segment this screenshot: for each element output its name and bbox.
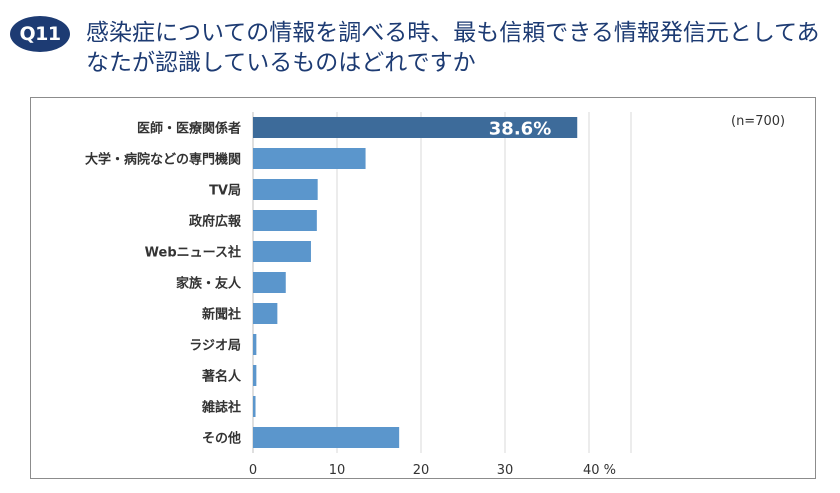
- bar-9: [253, 396, 256, 417]
- bar-8: [253, 365, 257, 386]
- question-title: 感染症についての情報を調べる時、最も信頼できる情報発信元としてあなたが認識してい…: [86, 20, 820, 76]
- bar-4: [253, 241, 311, 262]
- x-tick-label-0: 0: [249, 463, 257, 478]
- category-label-2: TV局: [209, 184, 241, 199]
- category-label-4: Webニュース社: [145, 245, 241, 261]
- x-tick-label-40: 40 %: [583, 463, 616, 478]
- category-label-5: 家族・友人: [176, 276, 242, 292]
- x-tick-label-30: 30: [497, 463, 514, 478]
- x-tick-label-20: 20: [413, 463, 430, 478]
- question-number-badge: Q11: [10, 16, 70, 52]
- bar-10: [253, 427, 400, 448]
- bar-6: [253, 303, 278, 324]
- bar-7: [253, 334, 257, 355]
- chart-frame: (n=700) 医師・医療関係者 38.6% 大学・病院などの専門機関 TV局政府広報…: [30, 97, 816, 479]
- bar-0: [253, 117, 578, 138]
- bar-5: [253, 272, 286, 293]
- x-tick-label-10: 10: [329, 463, 346, 478]
- bar-1: [253, 148, 366, 169]
- category-label-0: 医師・医療関係者: [137, 121, 241, 137]
- category-label-7: ラジオ局: [189, 339, 241, 354]
- category-label-9: 雑誌社: [201, 400, 241, 416]
- bar-3: [253, 210, 317, 231]
- bar-2: [253, 179, 318, 200]
- category-label-3: 政府広報: [189, 214, 242, 230]
- category-label-10: その他: [202, 431, 241, 447]
- category-label-8: 著名人: [201, 369, 242, 385]
- sample-size-note: (n=700): [731, 114, 786, 129]
- data-label-0: 38.6%: [489, 119, 551, 140]
- category-label-6: 新聞社: [202, 307, 241, 323]
- category-label-1: 大学・病院などの専門機関: [85, 152, 241, 168]
